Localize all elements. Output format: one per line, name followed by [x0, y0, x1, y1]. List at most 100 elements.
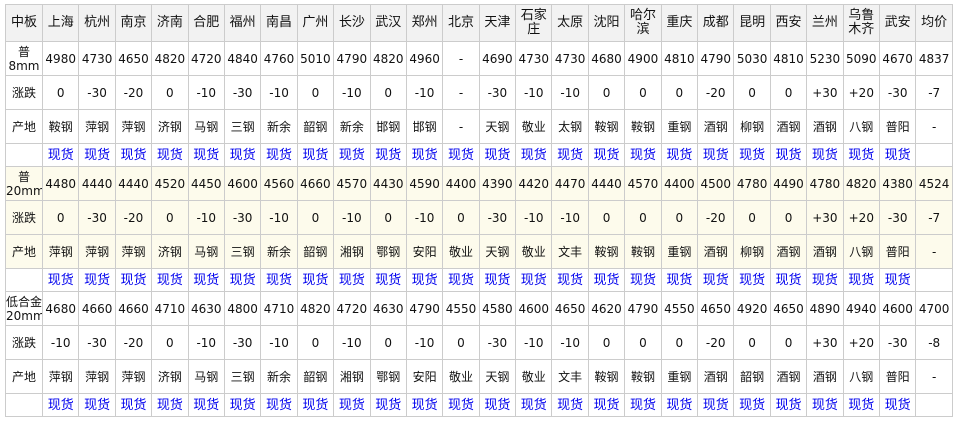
origin-row: 产地 鞍钢 萍钢 萍钢 济钢 马钢 三钢 新余 韶钢 新余 邯钢 邯钢 - 天钢 敬业 太钢 鞍钢 鞍钢 重钢 酒钢柳… [5, 109, 953, 144]
spot-price-link[interactable]: 现货 [666, 397, 693, 413]
spot-price-link[interactable]: 现货 [666, 272, 693, 288]
spot-price-link[interactable]: 现货 [266, 147, 293, 163]
spot-price-link[interactable]: 现货 [739, 147, 766, 163]
spot-price-link[interactable]: 现货 [193, 397, 220, 413]
spot-price-link[interactable]: 现货 [557, 272, 584, 288]
change-cell: 0 [369, 75, 407, 110]
spot-price-link[interactable]: 现货 [120, 147, 147, 163]
spot-price-link[interactable]: 现货 [156, 272, 183, 288]
spot-price-link[interactable]: 现货 [411, 147, 438, 163]
spot-price-link[interactable]: 现货 [47, 397, 74, 413]
origin-cell: 酒钢 [697, 109, 735, 144]
header-city: 武汉 [369, 4, 407, 42]
spot-price-link[interactable]: 现货 [848, 272, 875, 288]
spot-price-link[interactable]: 现货 [375, 147, 402, 163]
spot-price-link[interactable]: 现货 [702, 147, 729, 163]
spot-price-link[interactable]: 现货 [593, 147, 620, 163]
origin-cell: 敬业 [515, 234, 553, 269]
spot-cell: 现货 [151, 393, 189, 417]
change-cell: -30 [878, 200, 917, 235]
header-city: 重庆 [660, 4, 699, 42]
origin-cell: 酒钢 [697, 359, 735, 394]
spot-price-link[interactable]: 现货 [702, 397, 729, 413]
spot-price-link[interactable]: 现货 [520, 147, 547, 163]
spot-price-link[interactable]: 现货 [884, 147, 911, 163]
spot-cell: 现货 [660, 143, 699, 167]
price-cell: 5230 [806, 41, 844, 76]
spot-price-link[interactable]: 现货 [411, 272, 438, 288]
origin-cell: 酒钢 [769, 359, 808, 394]
spot-price-link[interactable]: 现货 [739, 272, 766, 288]
spot-price-link[interactable]: 现货 [266, 272, 293, 288]
change-cell: -10 [260, 325, 298, 360]
spot-price-link[interactable]: 现货 [375, 397, 402, 413]
spot-price-link[interactable]: 现货 [156, 147, 183, 163]
spot-price-link[interactable]: 现货 [775, 147, 802, 163]
spot-price-link[interactable]: 现货 [229, 397, 256, 413]
spot-price-link[interactable]: 现货 [47, 147, 74, 163]
spot-price-link[interactable]: 现货 [84, 397, 111, 413]
price-cell: 4660 [114, 291, 153, 326]
origin-cell: 鞍钢 [587, 234, 626, 269]
spot-price-link[interactable]: 现货 [156, 397, 183, 413]
spot-price-link[interactable]: 现货 [811, 147, 838, 163]
spot-price-link[interactable]: 现货 [302, 397, 329, 413]
spot-price-link[interactable]: 现货 [775, 397, 802, 413]
spot-cell: 现货 [660, 268, 699, 292]
spot-price-link[interactable]: 现货 [848, 397, 875, 413]
spot-price-link[interactable]: 现货 [629, 272, 656, 288]
empty-cell [5, 143, 43, 167]
spot-price-link[interactable]: 现货 [338, 272, 365, 288]
spot-price-link[interactable]: 现货 [848, 147, 875, 163]
spot-price-link[interactable]: 现货 [193, 147, 220, 163]
spot-price-link[interactable]: 现货 [484, 272, 511, 288]
spot-price-link[interactable]: 现货 [229, 147, 256, 163]
spot-price-link[interactable]: 现货 [884, 272, 911, 288]
spot-cell: 现货 [624, 393, 662, 417]
spot-cell: 现货 [405, 268, 444, 292]
spot-price-link[interactable]: 现货 [447, 147, 474, 163]
spot-price-link[interactable]: 现货 [47, 272, 74, 288]
spot-price-link[interactable]: 现货 [229, 272, 256, 288]
spot-price-link[interactable]: 现货 [120, 397, 147, 413]
spot-price-link[interactable]: 现货 [666, 147, 693, 163]
spot-price-link[interactable]: 现货 [593, 272, 620, 288]
spot-price-link[interactable]: 现货 [375, 272, 402, 288]
spot-price-link[interactable]: 现货 [520, 272, 547, 288]
spot-price-link[interactable]: 现货 [557, 147, 584, 163]
price-cell: 4600 [223, 166, 262, 201]
origin-cell: 三钢 [223, 109, 262, 144]
spot-price-link[interactable]: 现货 [811, 272, 838, 288]
spot-price-link[interactable]: 现货 [520, 397, 547, 413]
change-cell: -30 [478, 325, 517, 360]
spot-price-link[interactable]: 现货 [302, 272, 329, 288]
origin-cell: 文丰 [551, 234, 589, 269]
spot-price-link[interactable]: 现货 [702, 272, 729, 288]
spot-price-link[interactable]: 现货 [811, 397, 838, 413]
price-cell: 4820 [151, 41, 189, 76]
spot-price-link[interactable]: 现货 [302, 147, 329, 163]
spot-price-link[interactable]: 现货 [338, 147, 365, 163]
spot-price-link[interactable]: 现货 [629, 397, 656, 413]
spot-price-link[interactable]: 现货 [739, 397, 766, 413]
spot-price-link[interactable]: 现货 [266, 397, 293, 413]
spot-price-link[interactable]: 现货 [775, 272, 802, 288]
spot-price-link[interactable]: 现货 [193, 272, 220, 288]
spot-price-link[interactable]: 现货 [484, 147, 511, 163]
change-cell: 0 [41, 75, 80, 110]
spot-price-link[interactable]: 现货 [447, 272, 474, 288]
spot-price-link[interactable]: 现货 [593, 397, 620, 413]
spot-price-link[interactable]: 现货 [338, 397, 365, 413]
spot-price-link[interactable]: 现货 [557, 397, 584, 413]
spot-price-link[interactable]: 现货 [84, 147, 111, 163]
spot-price-link[interactable]: 现货 [884, 397, 911, 413]
spot-price-link[interactable]: 现货 [411, 397, 438, 413]
spot-price-link[interactable]: 现货 [629, 147, 656, 163]
price-cell: 4837 [915, 41, 953, 76]
spot-price-link[interactable]: 现货 [120, 272, 147, 288]
spot-price-link[interactable]: 现货 [447, 397, 474, 413]
spot-price-link[interactable]: 现货 [484, 397, 511, 413]
spot-price-link[interactable]: 现货 [84, 272, 111, 288]
origin-cell: 新余 [333, 109, 371, 144]
spot-cell: 现货 [515, 143, 553, 167]
